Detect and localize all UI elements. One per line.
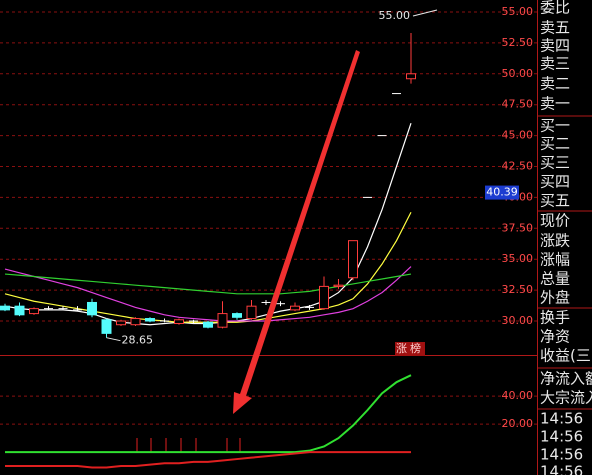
candle-body [406, 73, 416, 80]
quote-label: 卖三 [540, 55, 570, 73]
candle-body [145, 318, 155, 322]
line-series [5, 374, 412, 454]
y-tick-label: 42.50 [502, 159, 534, 172]
candle-body [29, 308, 39, 315]
candle-body [217, 313, 228, 328]
quote-label: 买三 [540, 154, 570, 172]
y-tick-label: 30.00 [502, 314, 534, 327]
candle-body [319, 285, 329, 310]
y-tick-label: 52.50 [502, 36, 534, 49]
tag-box [395, 342, 425, 356]
annotation-line [106, 337, 121, 342]
quote-label: 委比 [540, 0, 570, 17]
candle-body [290, 305, 300, 311]
candle-body [87, 301, 97, 316]
candle-body [0, 305, 10, 311]
quote-label: 总量 [540, 270, 570, 288]
annotation-line [412, 9, 438, 17]
quote-label: 卖五 [540, 19, 570, 37]
tag: 涨榜 [396, 341, 424, 355]
quote-label: 涨幅 [540, 251, 570, 269]
candle-body [116, 320, 126, 326]
quote-label: 涨跌 [540, 232, 570, 250]
y-tick-label: 45.00 [502, 129, 534, 142]
quote-label: 买二 [540, 135, 570, 153]
quote-label: 买一 [540, 117, 570, 135]
y-tick-label: 40.00 [502, 389, 534, 402]
price-box [485, 185, 519, 200]
candle-body [232, 313, 242, 318]
quote-label: 14:56 [540, 446, 583, 464]
quote-label: 卖二 [540, 75, 570, 93]
quote-label: 大宗流入 [540, 389, 592, 407]
candle-body [333, 284, 344, 287]
candle-body [14, 305, 25, 316]
quote-label: 买五 [540, 192, 570, 210]
quote-label: 收益(三) [540, 347, 592, 365]
candle-body [101, 319, 112, 334]
y-tick-label: 35.00 [502, 252, 534, 265]
candle-body [130, 318, 141, 326]
quote-label: 14:56 [540, 410, 583, 428]
candle-body [174, 319, 184, 324]
y-tick-label: 32.50 [502, 283, 534, 296]
low-annotation: 28.65 [122, 334, 154, 347]
quote-label: 换手 [540, 309, 570, 327]
candle-body [203, 321, 213, 328]
quote-label: 卖一 [540, 95, 570, 113]
current-price: 40.39 [486, 186, 518, 199]
y-tick-label: 37.50 [502, 221, 534, 234]
line-series [5, 451, 411, 469]
quote-label: 14:56 [540, 428, 583, 446]
y-tick-label: 47.50 [502, 98, 534, 111]
quote-label: 卖四 [540, 37, 570, 55]
y-tick-label: 20.00 [502, 417, 534, 430]
quote-label: 现价 [540, 212, 570, 230]
quote-panel: 委比卖五卖四卖三卖二卖一买一买二买三买四买五现价涨跌涨幅总量外盘换手净资收益(三… [538, 0, 592, 475]
quote-label: 净流入额 [540, 370, 592, 388]
line-series [4, 266, 412, 322]
arrow [233, 50, 360, 414]
y-tick-label: 55.00 [502, 5, 534, 18]
quote-label: 外盘 [540, 289, 570, 307]
quote-label: 14:56 [540, 463, 583, 475]
quote-label: 买四 [540, 173, 570, 191]
y-tick-label: 50.00 [502, 67, 534, 80]
high-annotation: 55.00 [379, 9, 411, 22]
quote-label: 净资 [540, 328, 570, 346]
candle-body [348, 240, 358, 279]
candle-body [246, 305, 257, 320]
